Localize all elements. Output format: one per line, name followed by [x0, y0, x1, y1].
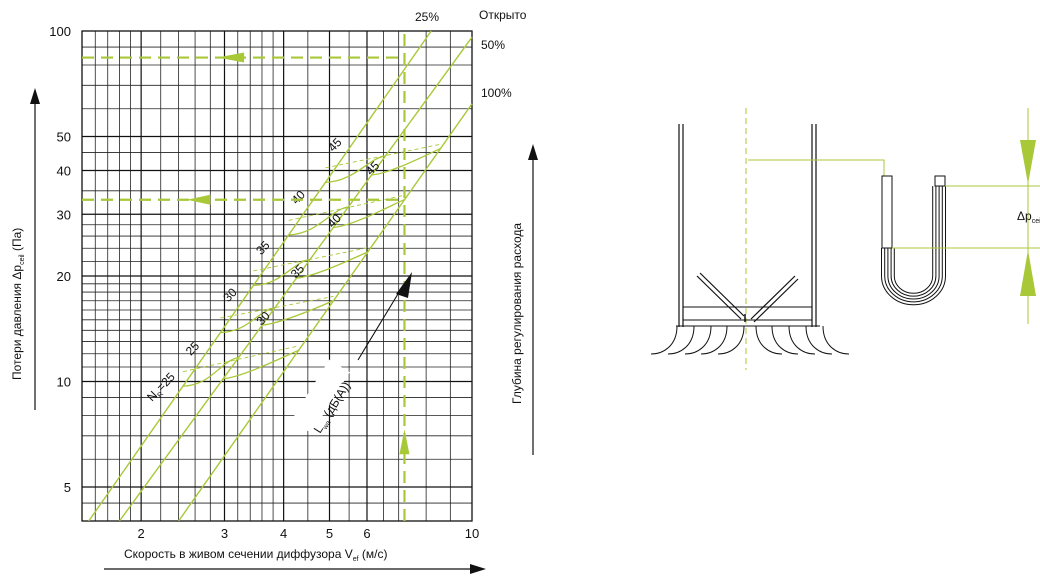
noise-axis-arrow: [357, 283, 405, 361]
y-tick-label: 20: [57, 269, 71, 284]
noise-level-dashed-45: [325, 143, 441, 169]
diffuser-vane: [822, 325, 850, 355]
opening-lines: [88, 30, 473, 521]
x-tick-label: 5: [326, 526, 333, 541]
diffuser-vane: [667, 325, 695, 355]
noise-label-right-35: 35: [288, 261, 308, 281]
x-tick-label: 10: [465, 526, 479, 541]
noise-label-40: 40: [289, 187, 309, 207]
noise-level-solid-25: [182, 356, 239, 387]
manometer-u-bend: [884, 186, 943, 303]
y-tick-label: 30: [57, 207, 71, 222]
example-arrow-left-high: [217, 52, 245, 63]
x-tick-label: 2: [138, 526, 145, 541]
diffuser-vane: [684, 325, 712, 355]
damper-blade-left: [696, 275, 742, 320]
diffuser-vanes: [650, 325, 850, 355]
regulation-axis-arrowhead: [528, 144, 538, 160]
x-tick-label: 4: [280, 526, 287, 541]
diffuser-vane: [700, 325, 728, 355]
noise-level-solid-b-30: [262, 300, 334, 326]
noise-level-solid-b-25: [223, 349, 299, 380]
noise-level-dashed-40: [288, 194, 405, 221]
opening-label-25: 25%: [415, 10, 439, 24]
opening-line-25: [88, 30, 432, 521]
y-tick-label: 100: [49, 24, 71, 39]
manometer-u-bend: [887, 186, 940, 300]
opening-line-50: [118, 36, 473, 521]
noise-level-segments: [182, 143, 441, 387]
regulation-axis-title: Глубина регулирования расхода: [510, 223, 524, 404]
example-arrow-left-low: [187, 194, 211, 205]
y-tick-label: 40: [57, 163, 71, 178]
manometer-u-bend: [881, 186, 946, 306]
y-axis-arrowhead: [30, 88, 40, 104]
noise-level-solid-b-35: [296, 251, 369, 279]
opening-header: Открыто: [479, 8, 527, 22]
diffuser-vane: [755, 325, 783, 355]
y-tick-labels: 5 10 20 30 40 50 100: [49, 24, 71, 495]
diffuser-vane: [650, 325, 678, 355]
grid-major: [81, 30, 473, 522]
diffuser-vane: [717, 325, 745, 355]
noise-level-solid-35: [253, 258, 311, 287]
noise-label-35: 35: [253, 238, 273, 258]
y-axis-title: Потери давления Δpceil (Па): [10, 228, 26, 380]
noise-level-dashed-30: [220, 295, 334, 319]
noise-label-right-45: 45: [363, 158, 383, 178]
noise-label-30: 30: [220, 285, 240, 305]
noise-axis-label-bg: [291, 359, 350, 434]
diffuser-vane: [788, 325, 816, 355]
manometer-u-bend: [893, 186, 934, 294]
noise-level-solid-b-40: [333, 198, 405, 229]
x-axis-title: Скорость в живом сечении диффузора Vef (…: [124, 547, 387, 563]
damper-blade-right-inner: [753, 278, 799, 323]
plot-frame: [81, 30, 473, 522]
opening-label-100: 100%: [481, 86, 512, 100]
diffuser-vane: [771, 325, 799, 355]
manometer-right-tube-top: [934, 175, 946, 187]
noise-level-solid-b-45: [371, 147, 441, 176]
damper-blade-right: [750, 275, 796, 320]
y-tick-label: 5: [64, 480, 71, 495]
delta-pressure-label: Δpceil: [1017, 209, 1040, 225]
noise-level-solid-30: [220, 307, 275, 334]
opening-label-50: 50%: [481, 38, 505, 52]
measurement-tube: [748, 159, 885, 176]
manometer-left-tube-top: [881, 175, 893, 249]
x-tick-label: 3: [221, 526, 228, 541]
x-axis-arrowhead: [470, 564, 486, 574]
manometer-u-bend: [890, 186, 937, 297]
x-tick-labels: 2 3 4 5 6 10: [138, 526, 480, 541]
delta-arrow-top: [1020, 140, 1036, 184]
delta-arrow-bottom: [1020, 250, 1036, 296]
noise-level-solid-45: [325, 155, 386, 184]
u-tube-manometer: Δpceil: [881, 108, 1040, 324]
diffuser-vane: [805, 325, 833, 355]
damper-blade-left-inner: [699, 272, 745, 317]
y-tick-label: 10: [57, 375, 71, 390]
y-tick-label: 50: [57, 130, 71, 145]
noise-level-dashed-35: [253, 247, 368, 272]
diffuser-diagram: [650, 108, 885, 370]
noise-prefix-label: NR=25: [144, 370, 179, 406]
x-tick-label: 6: [363, 526, 370, 541]
example-arrow-up: [399, 429, 410, 455]
opening-line-100: [178, 103, 473, 521]
noise-level-dashed-25: [182, 345, 299, 373]
example-lines: [82, 31, 410, 521]
noise-label-45: 45: [325, 135, 345, 155]
noise-axis-arrowhead: [396, 272, 412, 298]
